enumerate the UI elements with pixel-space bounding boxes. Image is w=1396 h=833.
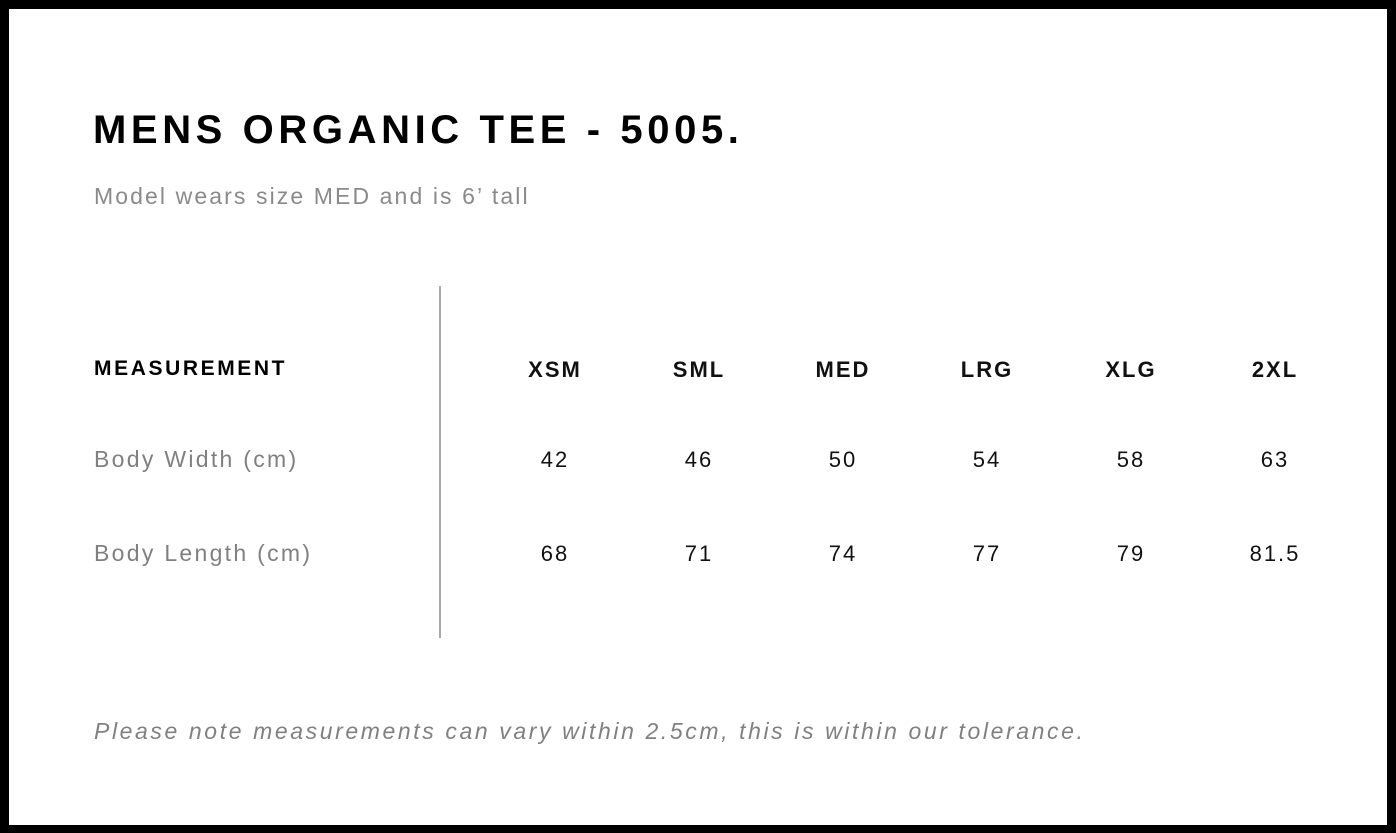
table-cell: 63 xyxy=(1260,447,1290,472)
table-cell: 79 xyxy=(1116,541,1146,566)
table-cell: 71 xyxy=(684,541,714,566)
row-label-body-length: Body Length (cm) xyxy=(94,540,313,566)
table-cell: 77 xyxy=(972,541,1002,566)
table-cell: 74 xyxy=(828,541,858,566)
tolerance-note: Please note measurements can vary within… xyxy=(94,718,1086,744)
table-cell: 50 xyxy=(828,447,858,472)
table-cell: 58 xyxy=(1116,447,1146,472)
table-cell: 54 xyxy=(972,447,1002,472)
size-header-med: MED xyxy=(815,357,871,382)
page-title: MENS ORGANIC TEE - 5005. xyxy=(93,108,744,152)
table-cell: 42 xyxy=(540,447,570,472)
measurement-header: MEASUREMENT xyxy=(94,357,288,380)
subtitle: Model wears size MED and is 6’ tall xyxy=(94,183,530,209)
row-label-body-width: Body Width (cm) xyxy=(94,446,299,472)
size-header-lrg: LRG xyxy=(960,357,1014,382)
table-cell: 81.5 xyxy=(1249,541,1301,566)
column-divider xyxy=(439,286,441,638)
size-header-xsm: XSM xyxy=(528,357,582,382)
size-header-xlg: XLG xyxy=(1105,357,1157,382)
table-cell: 46 xyxy=(684,447,714,472)
size-header-2xl: 2XL xyxy=(1251,357,1299,382)
table-cell: 68 xyxy=(540,541,570,566)
size-header-sml: SML xyxy=(672,357,726,382)
